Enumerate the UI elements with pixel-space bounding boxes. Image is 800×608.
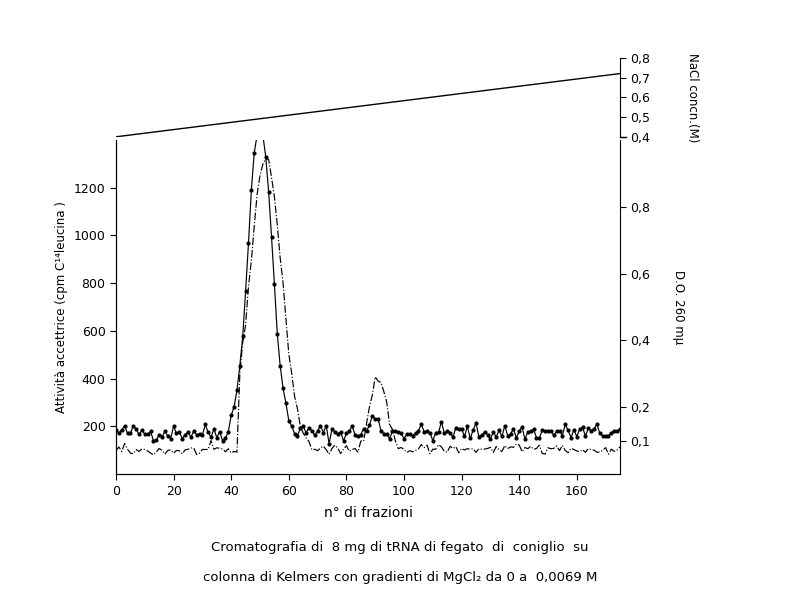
- Y-axis label: NaCl concn.(M): NaCl concn.(M): [686, 53, 699, 142]
- Y-axis label: Attività accettrice (cpm C¹⁴leucina ): Attività accettrice (cpm C¹⁴leucina ): [55, 201, 68, 413]
- X-axis label: n° di frazioni: n° di frazioni: [323, 506, 413, 520]
- Y-axis label: D.O. 260 mμ: D.O. 260 mμ: [672, 270, 685, 344]
- Text: Cromatografia di  8 mg di tRNA di fegato  di  coniglio  su: Cromatografia di 8 mg di tRNA di fegato …: [211, 541, 589, 554]
- Text: colonna di Kelmers con gradienti di MgCl₂ da 0 a  0,0069 M: colonna di Kelmers con gradienti di MgCl…: [203, 571, 597, 584]
